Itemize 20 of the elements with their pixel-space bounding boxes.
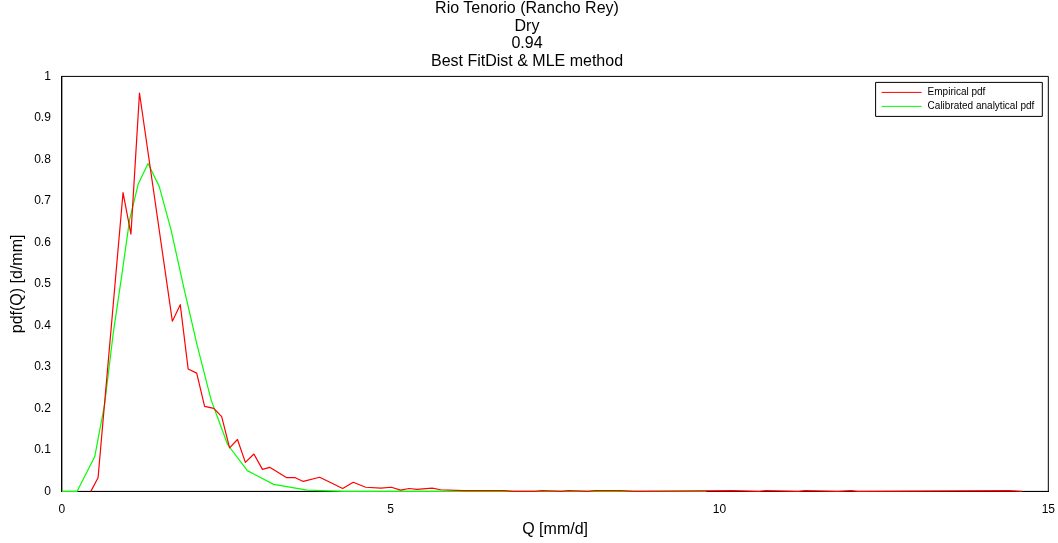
- y-tick-label: 0: [44, 483, 52, 498]
- x-tick-label: 5: [387, 501, 395, 516]
- chart-title: Rio Tenorio (Rancho Rey) Dry 0.94 Best FitDist & MLE method: [430, 0, 624, 70]
- y-tick-label: 0.7: [34, 193, 52, 208]
- x-tick-label: 10: [712, 501, 727, 516]
- y-tick-label: 0.8: [34, 151, 52, 166]
- x-tick-label: 15: [1041, 501, 1056, 516]
- legend-label: Calibrated analytical pdf: [927, 100, 1035, 112]
- y-tick-label: 0.9: [34, 110, 52, 125]
- y-tick-label: 1: [44, 68, 52, 83]
- y-axis-title: pdf(Q) [d/mm]: [8, 234, 26, 334]
- y-tick-label: 0.3: [34, 359, 52, 374]
- y-tick-label: 0.6: [34, 234, 52, 249]
- x-axis-title: Q [mm/d]: [522, 519, 588, 537]
- legend-label: Empirical pdf: [927, 86, 986, 98]
- y-tick-label: 0.2: [34, 400, 52, 415]
- y-tick-label: 0.1: [34, 442, 52, 457]
- y-tick-label: 0.4: [34, 317, 52, 332]
- x-tick-label: 0: [58, 501, 66, 516]
- y-tick-label: 0.5: [34, 276, 52, 291]
